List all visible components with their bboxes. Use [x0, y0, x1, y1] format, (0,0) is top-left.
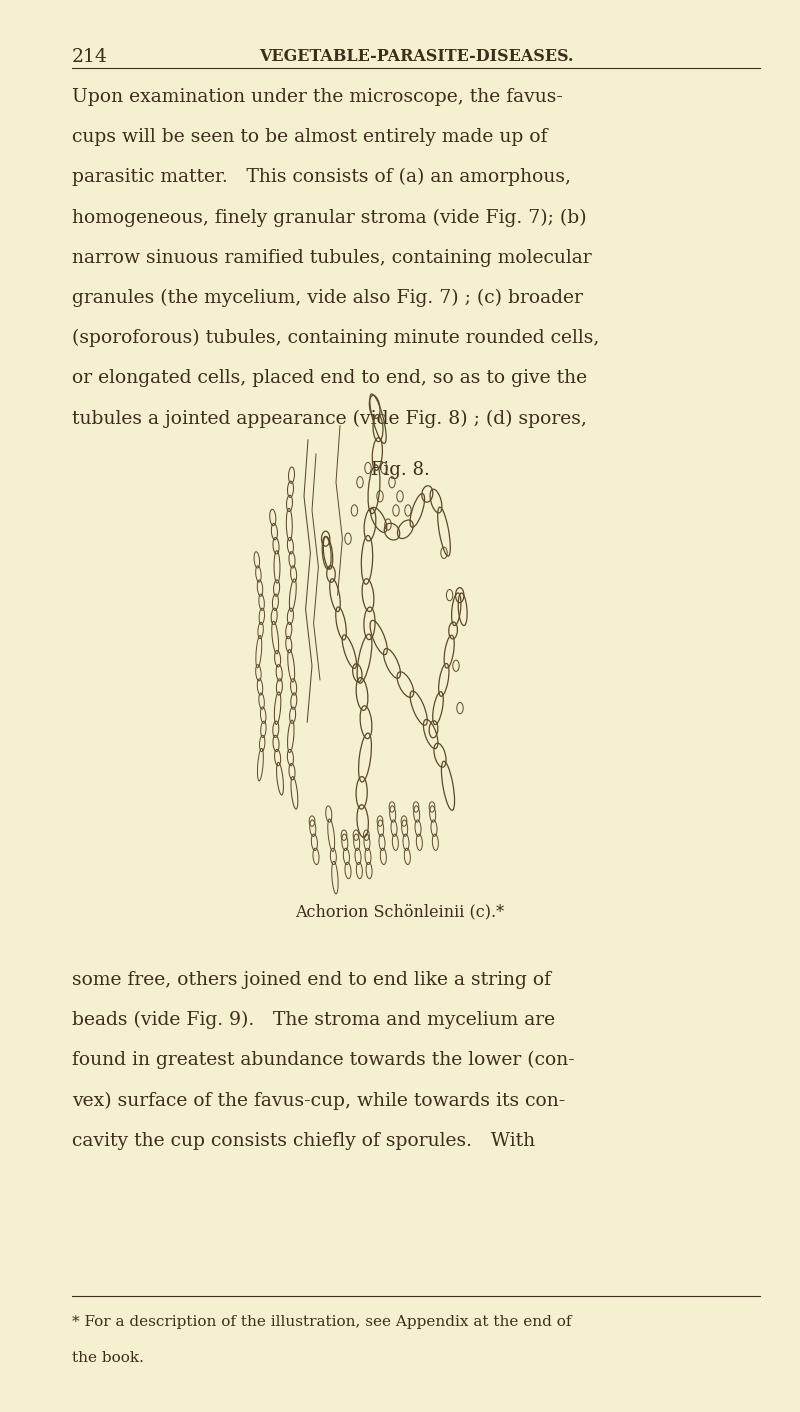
Text: granules (the mycelium, vide also Fig. 7) ; (c) broader: granules (the mycelium, vide also Fig. 7… [72, 288, 583, 306]
Text: VEGETABLE-PARASITE-DISEASES.: VEGETABLE-PARASITE-DISEASES. [258, 48, 574, 65]
Text: homogeneous, finely granular stroma (vide Fig. 7); (b): homogeneous, finely granular stroma (vid… [72, 208, 586, 226]
Text: cups will be seen to be almost entirely made up of: cups will be seen to be almost entirely … [72, 128, 547, 145]
Text: Achorion Schönleinii (c).*: Achorion Schönleinii (c).* [295, 902, 505, 921]
Text: Fig. 8.: Fig. 8. [370, 460, 430, 479]
Text: vex) surface of the favus-cup, while towards its con-: vex) surface of the favus-cup, while tow… [72, 1091, 566, 1110]
Text: found in greatest abundance towards the lower (con-: found in greatest abundance towards the … [72, 1051, 574, 1069]
Text: some free, others joined end to end like a string of: some free, others joined end to end like… [72, 970, 551, 988]
Text: (sporoforous) tubules, containing minute rounded cells,: (sporoforous) tubules, containing minute… [72, 329, 599, 347]
Text: the book.: the book. [72, 1351, 144, 1365]
Text: * For a description of the illustration, see Appendix at the end of: * For a description of the illustration,… [72, 1315, 571, 1329]
Text: tubules a jointed appearance (vide Fig. 8) ; (d) spores,: tubules a jointed appearance (vide Fig. … [72, 409, 587, 428]
Text: narrow sinuous ramified tubules, containing molecular: narrow sinuous ramified tubules, contain… [72, 249, 592, 267]
Text: or elongated cells, placed end to end, so as to give the: or elongated cells, placed end to end, s… [72, 369, 587, 387]
Text: cavity the cup consists chiefly of sporules. With: cavity the cup consists chiefly of sporu… [72, 1131, 535, 1149]
Text: 214: 214 [72, 48, 108, 66]
Text: parasitic matter. This consists of (a) an amorphous,: parasitic matter. This consists of (a) a… [72, 168, 571, 186]
Text: beads (vide Fig. 9). The stroma and mycelium are: beads (vide Fig. 9). The stroma and myce… [72, 1011, 555, 1029]
Text: Upon examination under the microscope, the favus-: Upon examination under the microscope, t… [72, 88, 563, 106]
